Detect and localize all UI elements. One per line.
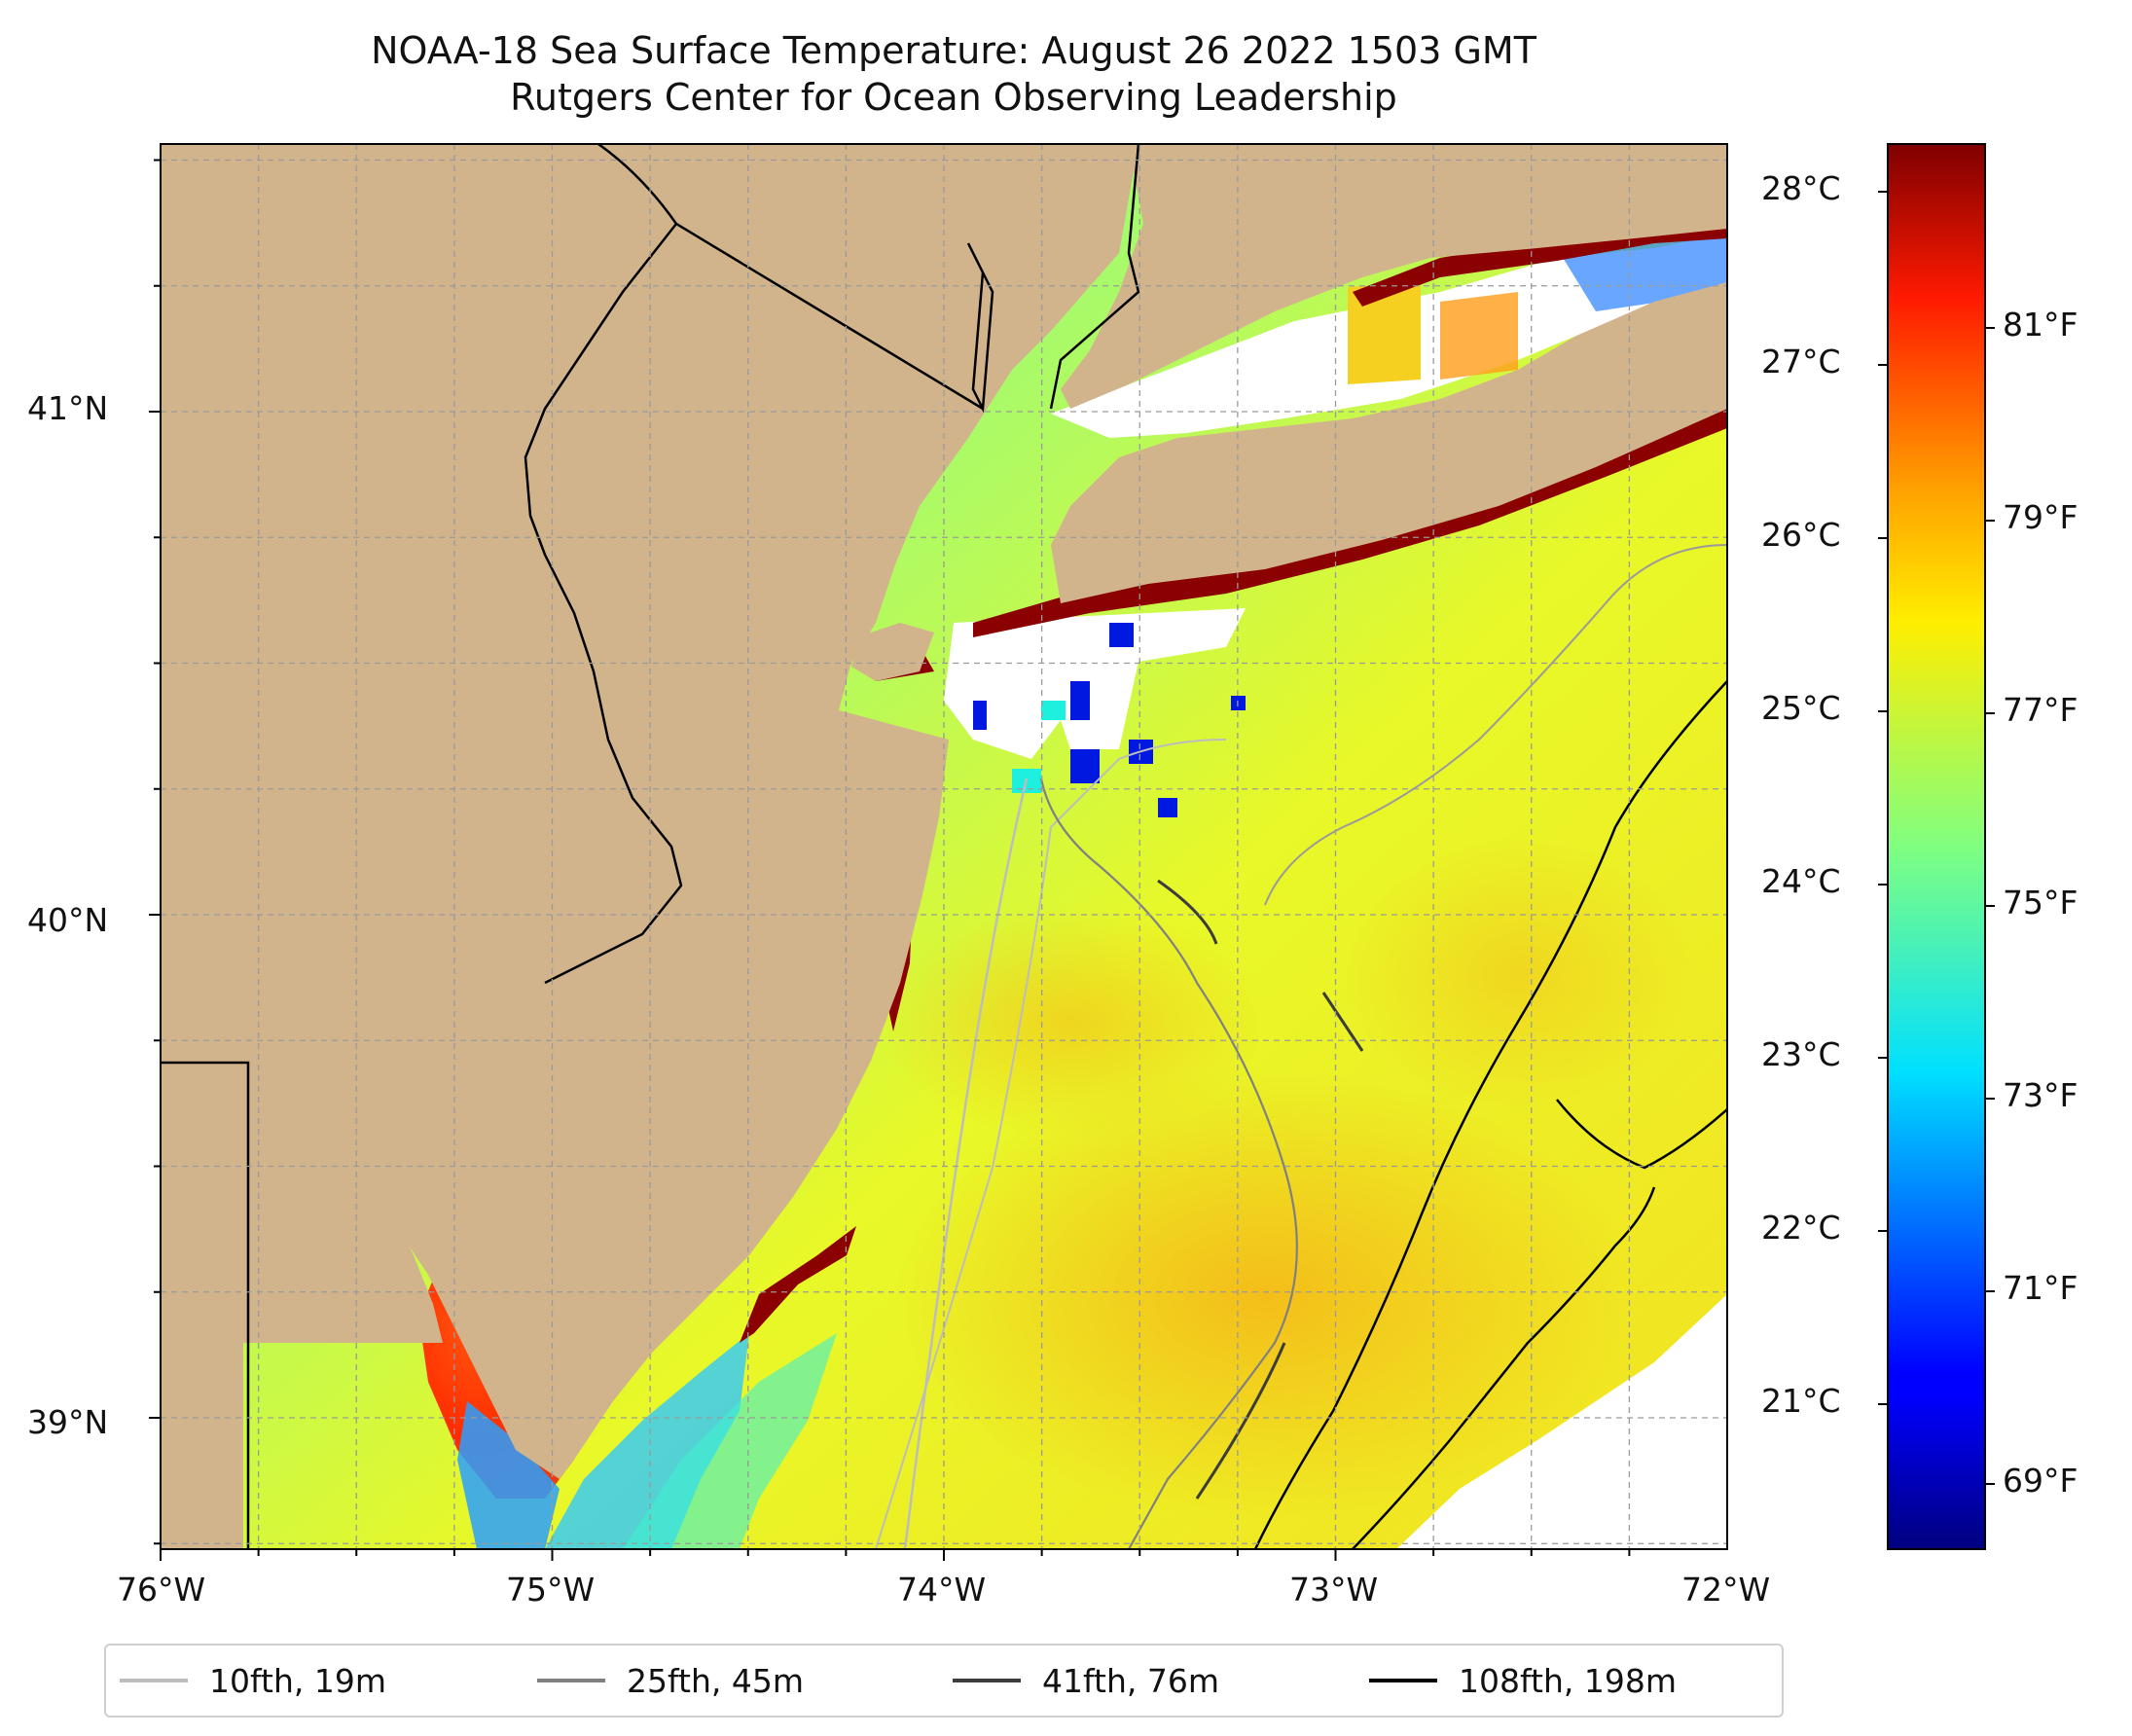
y-tick-39n: 39°N	[27, 1403, 109, 1441]
cbar-c-21: 21°C	[1761, 1382, 1841, 1420]
legend-label-41fth: 41fth, 76m	[1042, 1661, 1219, 1700]
long-island-land	[1051, 282, 1727, 603]
legend-line-41fth	[953, 1679, 1021, 1682]
x-tick-72w: 72°W	[1681, 1571, 1771, 1609]
warm-sst-patch-2	[876, 905, 1265, 1139]
map-subtitle: Rutgers Center for Ocean Observing Leade…	[510, 76, 1397, 119]
cbar-f-81: 81°F	[2003, 306, 2078, 344]
cbar-c-24: 24°C	[1761, 862, 1841, 900]
cbar-f-79: 79°F	[2003, 498, 2078, 536]
cool-water-bay-mouth	[545, 1333, 749, 1549]
y-tick-40n: 40°N	[27, 901, 109, 939]
cold-pixels	[973, 623, 1246, 817]
legend-line-10fth	[120, 1679, 188, 1682]
cbar-c-28: 28°C	[1761, 169, 1841, 207]
cbar-c-25: 25°C	[1761, 689, 1841, 727]
x-tick-73w: 73°W	[1289, 1571, 1379, 1609]
legend-item-25fth: 25fth, 45m	[537, 1646, 804, 1716]
new-jersey-land	[161, 144, 1138, 1549]
legend-line-25fth	[537, 1679, 605, 1682]
cbar-c-22: 22°C	[1761, 1209, 1841, 1247]
cbar-c-23: 23°C	[1761, 1035, 1841, 1073]
cbar-f-75: 75°F	[2003, 884, 2078, 922]
legend-label-108fth: 108fth, 198m	[1459, 1661, 1677, 1700]
x-tick-76w: 76°W	[117, 1571, 206, 1609]
delaware-bay-cool-water	[457, 1401, 560, 1549]
cbar-f-77: 77°F	[2003, 691, 2078, 729]
nodata-offshore	[1396, 1294, 1727, 1549]
cbar-c-27: 27°C	[1761, 343, 1841, 380]
coastlines-borders	[161, 144, 1140, 1549]
legend-label-10fth: 10fth, 19m	[209, 1661, 386, 1700]
connecticut-land	[1061, 144, 1727, 409]
cbar-c-26: 26°C	[1761, 516, 1841, 554]
cbar-f-71: 71°F	[2003, 1269, 2078, 1307]
sound-orange-pixels	[1440, 292, 1518, 380]
colorbar	[1887, 143, 1986, 1550]
cbar-f-69: 69°F	[2003, 1462, 2078, 1500]
legend-item-108fth: 108fth, 198m	[1369, 1646, 1677, 1716]
legend-label-25fth: 25fth, 45m	[627, 1661, 804, 1700]
bathymetry-contours	[875, 544, 1727, 1549]
map-plot-area	[161, 144, 1727, 1549]
legend-line-108fth	[1369, 1679, 1437, 1682]
staten-island-land	[851, 623, 934, 681]
x-tick-75w: 75°W	[506, 1571, 596, 1609]
y-tick-41n: 41°N	[27, 389, 109, 427]
cbar-f-73: 73°F	[2003, 1076, 2078, 1114]
legend-item-41fth: 41fth, 76m	[953, 1646, 1219, 1716]
land-masses	[161, 144, 1727, 1549]
x-tick-74w: 74°W	[897, 1571, 987, 1609]
depth-contour-legend: 10fth, 19m 25fth, 45m 41fth, 76m 108fth,…	[104, 1644, 1784, 1718]
map-title: NOAA-18 Sea Surface Temperature: August …	[371, 29, 1536, 72]
colorbar-ticks	[1878, 191, 1995, 1485]
warm-sst-patch	[895, 1070, 1635, 1518]
warm-sst-patch-3	[1343, 837, 1693, 1109]
axis-ticks	[149, 159, 1631, 1561]
legend-item-10fth: 10fth, 19m	[120, 1646, 386, 1716]
cool-water-shelf	[623, 1333, 837, 1549]
nodata-ny-bight	[944, 608, 1246, 759]
sound-warm-pixels	[1348, 282, 1421, 384]
